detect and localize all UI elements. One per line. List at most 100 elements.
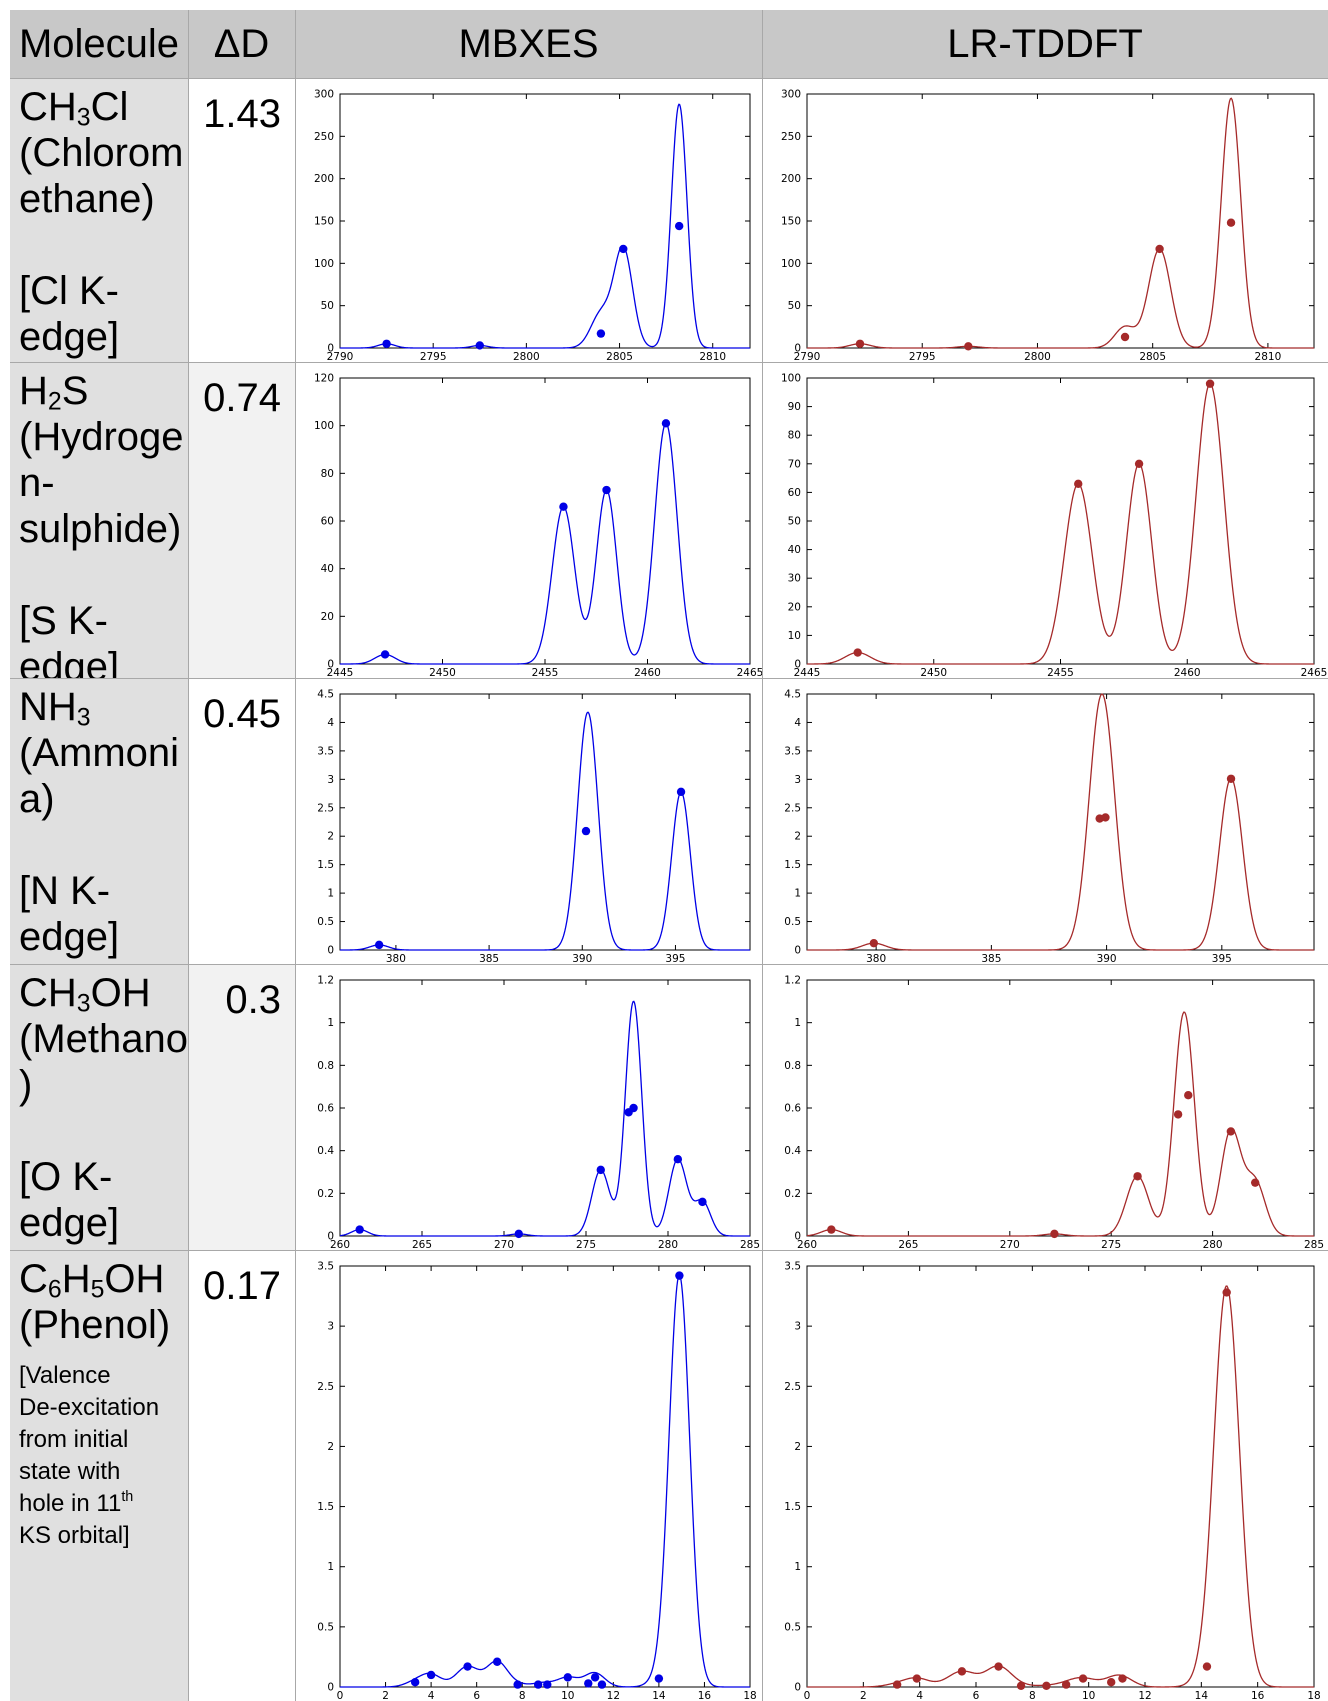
x-tick-label: 385 (479, 953, 499, 964)
formula-part: H (61, 1257, 91, 1301)
x-tick-label: 2460 (1174, 667, 1201, 678)
x-tick-label: 395 (665, 953, 685, 964)
y-tick-label: 250 (314, 131, 334, 143)
x-tick-label: 10 (561, 1690, 574, 1701)
mbxes-plot-cell (295, 362, 762, 678)
x-tick-label: 2465 (737, 667, 762, 678)
y-tick-label: 0 (794, 945, 801, 957)
transition-point (463, 1662, 472, 1671)
y-tick-label: 0 (794, 1231, 801, 1243)
header-mbxes-label: MBXES (458, 21, 599, 66)
header-delta-d: ΔD (188, 10, 295, 78)
y-tick-label: 0 (327, 1682, 334, 1694)
x-tick-label: 2455 (1047, 667, 1074, 678)
mbxes-plot-cell (295, 678, 762, 964)
y-tick-label: 0.4 (317, 1145, 334, 1157)
table-column-divider (188, 10, 189, 1701)
header-lr-tddft: LR-TDDFT (762, 10, 1328, 78)
transition-point (661, 419, 671, 428)
transition-point (563, 1673, 572, 1682)
table-row-divider (10, 362, 1328, 363)
y-tick-label: 4.5 (784, 689, 801, 701)
molecule-name-line: n- (19, 461, 55, 505)
lr-tddft-spectrum-chart: 0 0.5 1 1.5 2 2.5 3 3.5 4 4.5 380 385 390 395 (784, 689, 1315, 964)
table-row-divider (10, 678, 1328, 679)
y-tick-label: 100 (781, 258, 801, 270)
y-tick-label: 1.2 (317, 975, 334, 987)
y-tick-label: 20 (321, 611, 334, 623)
x-tick-label: 2810 (699, 351, 726, 362)
transition-point (543, 1680, 552, 1689)
y-tick-label: 100 (781, 373, 801, 385)
x-tick-label: 2795 (909, 351, 936, 362)
y-tick-label: 1 (794, 1017, 801, 1029)
formula-part: Cl (90, 85, 129, 129)
x-tick-label: 2790 (327, 351, 354, 362)
x-tick-label: 2810 (1255, 351, 1282, 362)
y-tick-label: 2.5 (317, 802, 334, 814)
formula-subscript: 3 (76, 990, 91, 1018)
y-tick-label: 3 (327, 774, 334, 786)
molecule-formula: NH3 (19, 684, 188, 730)
molecule-formula: CH3OH (19, 970, 188, 1016)
transition-point (584, 1679, 593, 1688)
table-row-divider (10, 78, 1328, 79)
y-tick-label: 0 (327, 1231, 334, 1243)
x-tick-label: 4 (428, 1690, 435, 1701)
transition-point (1226, 1127, 1236, 1136)
molecule-name-line: (Chlorom (19, 131, 184, 175)
y-tick-label: 1.2 (784, 975, 801, 987)
y-tick-label: 0.6 (317, 1103, 334, 1115)
mbxes-spectrum-chart: 0 0.5 1 1.5 2 2.5 3 3.5 4 4.5 380 385 390 395 (317, 689, 751, 964)
transition-point (1118, 1674, 1127, 1683)
x-tick-label: 16 (1251, 1690, 1265, 1701)
molecule-name-line: ethane) (19, 177, 155, 221)
y-tick-label: 1.5 (784, 1501, 801, 1513)
transition-point (559, 502, 568, 511)
x-tick-label: 260 (330, 1239, 350, 1250)
transition-point (1134, 459, 1144, 468)
delta-d-value: 1.43 (203, 92, 281, 136)
x-tick-label: 8 (1029, 1690, 1036, 1701)
mbxes-spectrum-chart: 0 50 100 150 200 250 300 2790 2795 2800 2805 2810 (314, 89, 751, 362)
header-molecule-label: Molecule (18, 21, 180, 66)
x-tick-label: 2795 (420, 351, 447, 362)
edge-label-line: [O K- (19, 1155, 113, 1199)
lr-tddft-plot-cell (762, 964, 1328, 1250)
delta-d-cell: 0.3 (188, 964, 295, 1250)
y-tick-label: 40 (788, 544, 801, 556)
transition-point (1202, 1662, 1212, 1671)
molecule-name-line: ) (19, 1063, 33, 1107)
table-column-divider (295, 10, 296, 1701)
y-tick-label: 4 (794, 717, 801, 729)
plot-frame (806, 377, 1315, 665)
transition-point (1016, 1681, 1026, 1690)
x-tick-label: 265 (412, 1239, 432, 1250)
x-tick-label: 2800 (1024, 351, 1051, 362)
transition-point (869, 938, 879, 948)
transition-point (676, 787, 686, 797)
transition-point (596, 1165, 605, 1175)
x-tick-label: 2445 (327, 667, 354, 678)
y-tick-label: 100 (314, 420, 334, 432)
y-tick-label: 1 (327, 1017, 334, 1029)
lr-tddft-spectrum-chart: 0 10 20 30 40 50 60 70 80 90 100 2445 2450 2455 2460 24… (781, 373, 1327, 679)
transition-point (1050, 1229, 1059, 1239)
x-tick-label: 2805 (606, 351, 633, 362)
lr-tddft-spectrum-chart: 0 50 100 150 200 250 300 2790 2795 2800 2805 2810 (781, 89, 1315, 362)
formula-subscript: 3 (76, 104, 91, 132)
edge-description-line: KS orbital] (19, 1522, 130, 1549)
transition-point (673, 1155, 683, 1164)
spectrum-curve (340, 1274, 750, 1688)
lr-tddft-plot-cell (762, 1250, 1328, 1701)
y-tick-label: 0.8 (784, 1060, 801, 1072)
transition-point (654, 1674, 664, 1683)
plot-frame (806, 93, 1315, 349)
y-tick-label: 2 (794, 831, 801, 843)
spectrum-curve (807, 1285, 1314, 1688)
formula-part: H (19, 369, 48, 413)
lr-tddft-plot-cell (762, 362, 1328, 678)
y-tick-label: 1 (794, 888, 801, 900)
delta-d-value: 0.45 (203, 692, 281, 736)
formula-part: OH (90, 971, 151, 1015)
